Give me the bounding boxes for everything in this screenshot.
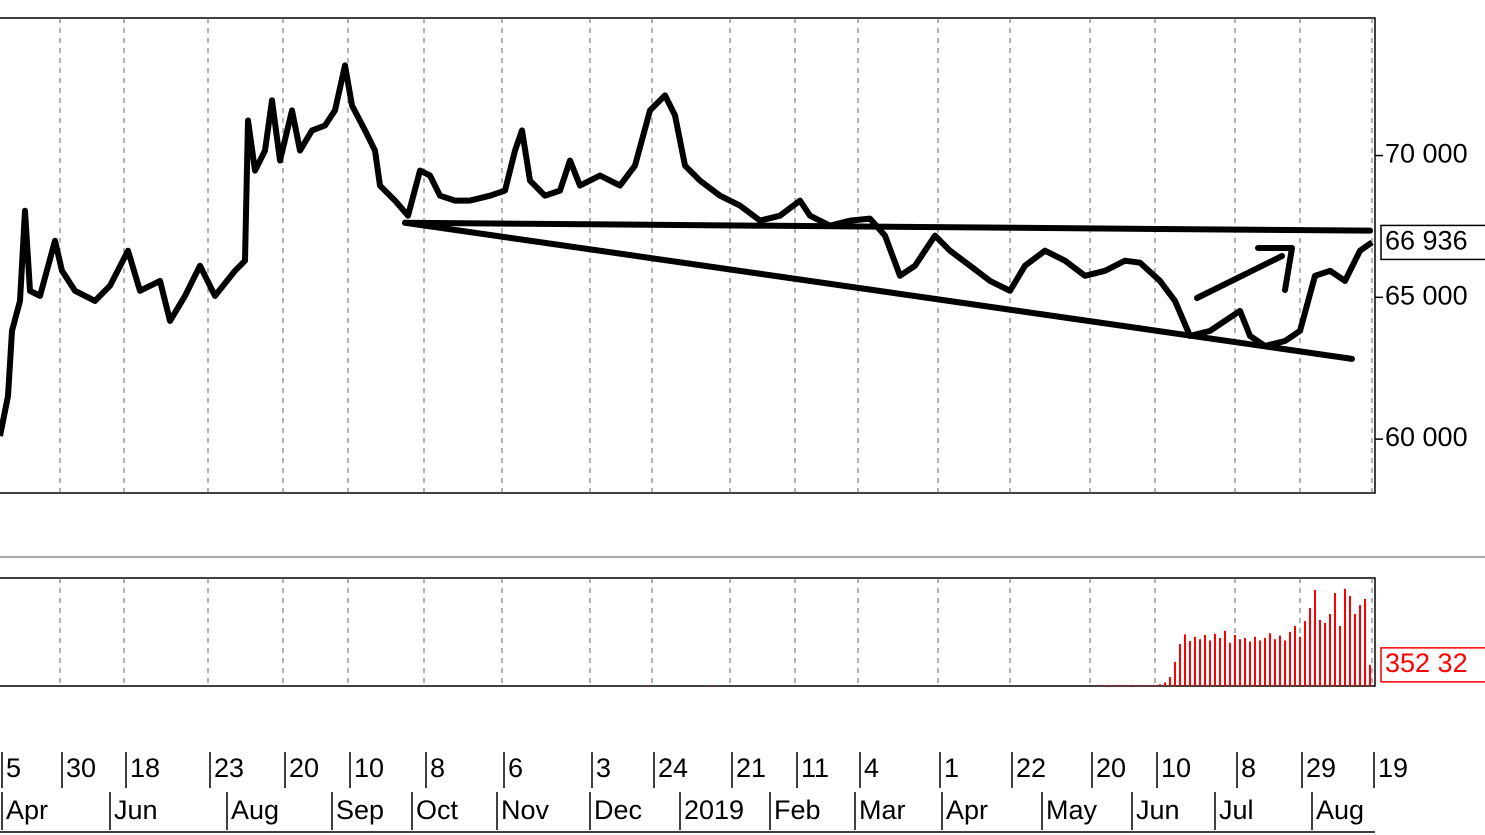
price-line (0, 62, 1374, 437)
volume-panel-frame (0, 577, 1376, 687)
x-tick-label: 23 (214, 753, 244, 783)
last-volume-box (1380, 647, 1485, 683)
trendline (402, 219, 1355, 362)
x-tick-label: 30 (66, 753, 96, 783)
y-tick-label: 65 000 (1385, 280, 1468, 310)
x-tick-label: 20 (289, 753, 319, 783)
x-tick-label: 18 (130, 753, 160, 783)
x-month-label: Apr (6, 795, 48, 825)
x-month-label: Dec (594, 795, 642, 825)
x-tick-label: 20 (1096, 753, 1126, 783)
x-month-label: Sep (336, 795, 384, 825)
x-tick-label: 6 (508, 753, 523, 783)
marks: 5 30 18 23 20 10 8 6 3 24 21 11 4 1 22 20 10 8 29 19 Apr Jun A… (0, 18, 1485, 830)
price-panel-frame (0, 17, 1376, 494)
x-month-label: Apr (946, 795, 988, 825)
x-tick-label: 29 (1306, 753, 1336, 783)
x-month-label: Feb (774, 795, 821, 825)
x-tick-label: 10 (1161, 753, 1191, 783)
x-month-label: May (1046, 795, 1098, 825)
x-month-label: Jun (1136, 795, 1180, 825)
x-tick-label: 24 (658, 753, 688, 783)
y-tick-label: 70 000 (1385, 139, 1468, 169)
x-month-label: Jun (114, 795, 158, 825)
arrow-head (1255, 245, 1295, 293)
x-month-label: 2019 (684, 795, 744, 825)
x-month-label: Aug (231, 795, 279, 825)
last-volume-label: 352 32 (1385, 648, 1468, 678)
x-tick-label: 5 (6, 753, 21, 783)
y-tick-label: 60 000 (1385, 422, 1468, 452)
x-tick-label: 8 (1241, 753, 1256, 783)
x-tick-label: 11 (801, 753, 829, 783)
x-tick-label: 19 (1378, 753, 1408, 783)
x-tick-label: 4 (864, 753, 879, 783)
last-price-label: 66 936 (1385, 226, 1468, 256)
x-tick-label: 21 (736, 753, 766, 783)
x-month-label: Oct (416, 795, 459, 825)
x-month-label: Nov (501, 795, 550, 825)
x-month-label: Mar (859, 795, 906, 825)
x-tick-label: 8 (430, 753, 445, 783)
x-tick-label: 3 (596, 753, 611, 783)
x-tick-label: 1 (944, 753, 959, 783)
x-month-label: Jul (1219, 795, 1254, 825)
x-tick-label: 22 (1016, 753, 1046, 783)
last-price-box (1380, 224, 1485, 261)
trendline (402, 219, 1373, 234)
x-month-label: Aug (1316, 795, 1364, 825)
arrow-shaft (1194, 253, 1285, 301)
x-tick-label: 10 (354, 753, 384, 783)
